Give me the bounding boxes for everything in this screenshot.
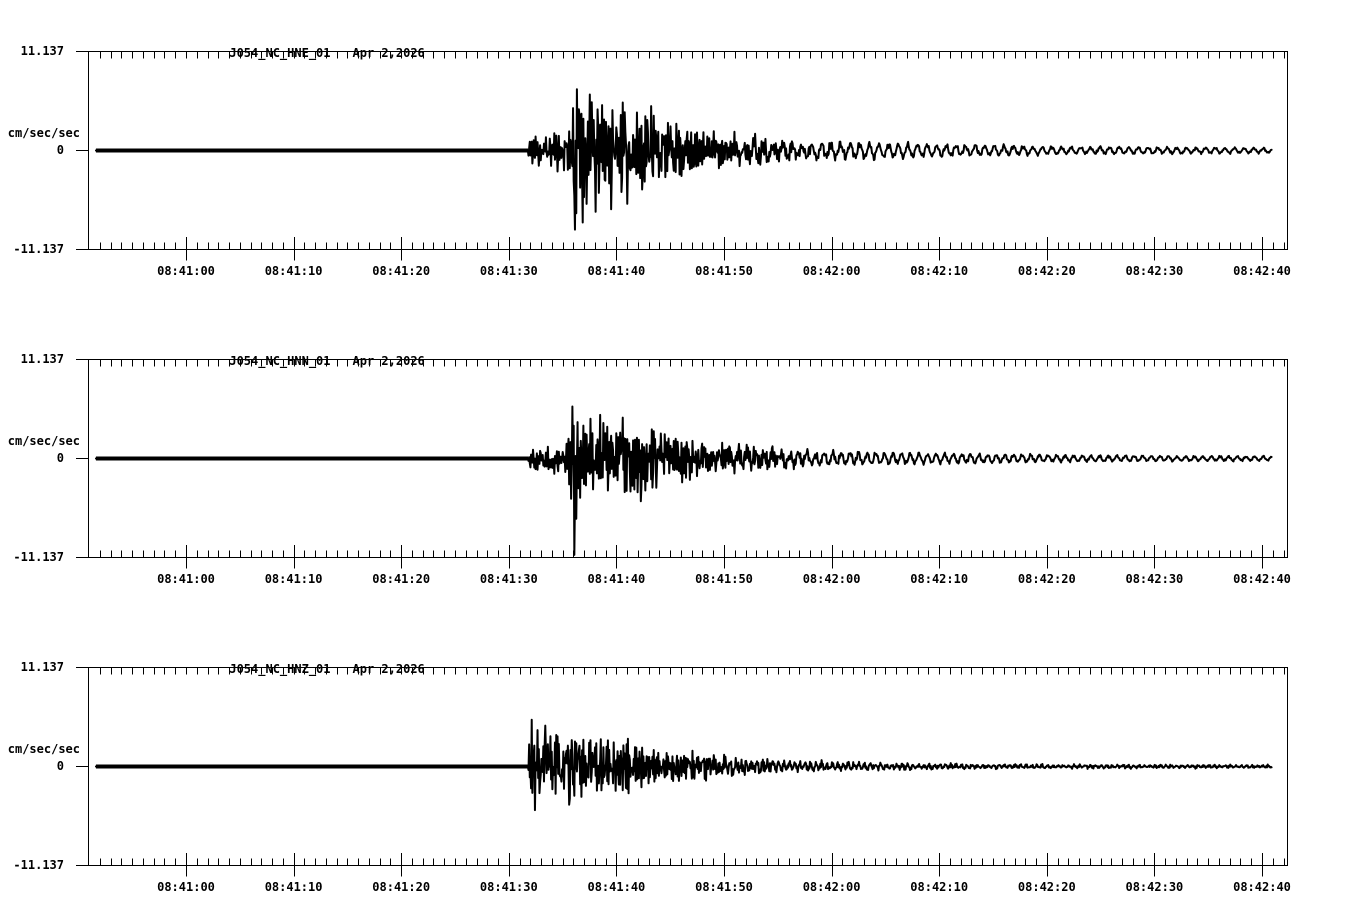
trace-title: J054_NC_HNZ_01 Apr 2,2026 (186, 647, 424, 676)
x-axis-labels: 08:41:00 08:41:10 08:41:20 08:41:30 08:41:40… (0, 880, 1358, 894)
x-tick-label: 08:42:00 (802, 264, 861, 278)
x-axis-labels: 08:41:00 08:41:10 08:41:20 08:41:30 08:41:40… (0, 264, 1358, 278)
trace-title: J054_NC_HNE_01 Apr 2,2026 (186, 31, 424, 60)
seismogram-trace (94, 405, 1273, 556)
x-tick-label: 08:41:30 (479, 572, 538, 586)
y-axis-max-label: 11.137 (20, 44, 64, 58)
x-tick-label: 08:41:30 (479, 880, 538, 894)
y-axis-min-label: -11.137 (13, 550, 64, 564)
x-tick-label: 08:42:40 (1233, 264, 1291, 278)
seismogram-panel-hne: J054_NC_HNE_01 Apr 2,2026 11.137 cm/sec/s… (0, 25, 1358, 308)
x-tick-label: 08:41:10 (264, 572, 323, 586)
y-axis-units-label: cm/sec/sec (7, 434, 80, 448)
x-tick-label: 08:42:40 (1233, 572, 1291, 586)
x-tick-label: 08:42:10 (910, 264, 969, 278)
x-tick-label: 08:42:20 (1017, 264, 1076, 278)
x-tick-label: 08:41:20 (372, 880, 431, 894)
y-axis-zero-label: 0 (56, 759, 64, 773)
x-tick-label: 08:42:00 (802, 572, 861, 586)
x-tick-label: 08:41:10 (264, 264, 323, 278)
trace-plot (76, 359, 1288, 569)
x-tick-label: 08:42:30 (1125, 880, 1184, 894)
y-axis-min-label: -11.137 (13, 858, 64, 872)
trace-date: Apr 2,2026 (352, 662, 425, 676)
x-tick-label: 08:41:20 (372, 264, 431, 278)
x-tick-label: 08:42:30 (1125, 264, 1184, 278)
trace-station-id: J054_NC_HNE_01 (229, 46, 331, 60)
x-tick-label: 08:41:40 (587, 572, 646, 586)
x-tick-label: 08:42:10 (910, 880, 969, 894)
x-tick-label: 08:42:00 (802, 880, 861, 894)
x-tick-label: 08:41:50 (695, 880, 753, 894)
x-tick-label: 08:41:20 (372, 572, 431, 586)
x-tick-label: 08:41:00 (157, 264, 215, 278)
trace-plot (76, 51, 1288, 261)
x-tick-label: 08:41:00 (157, 572, 215, 586)
x-tick-label: 08:41:40 (587, 880, 646, 894)
x-tick-label: 08:41:00 (157, 880, 215, 894)
y-axis-max-label: 11.137 (20, 352, 64, 366)
x-tick-label: 08:41:50 (695, 264, 753, 278)
x-tick-label: 08:42:20 (1017, 880, 1076, 894)
x-tick-label: 08:42:30 (1125, 572, 1184, 586)
x-tick-label: 08:41:50 (695, 572, 753, 586)
seismogram-panel-hnz: J054_NC_HNZ_01 Apr 2,2026 11.137 cm/sec/s… (0, 641, 1358, 924)
y-axis-min-label: -11.137 (13, 242, 64, 256)
x-axis-labels: 08:41:00 08:41:10 08:41:20 08:41:30 08:41:40… (0, 572, 1358, 586)
y-axis-units-label: cm/sec/sec (7, 742, 80, 756)
y-axis-zero-label: 0 (56, 451, 64, 465)
trace-station-id: J054_NC_HNN_01 (229, 354, 331, 368)
seismogram-trace (94, 718, 1273, 812)
x-tick-label: 08:41:10 (264, 880, 323, 894)
trace-title: J054_NC_HNN_01 Apr 2,2026 (186, 339, 424, 368)
y-axis-max-label: 11.137 (20, 660, 64, 674)
x-tick-label: 08:41:30 (479, 264, 538, 278)
x-tick-label: 08:41:40 (587, 264, 646, 278)
x-tick-label: 08:42:20 (1017, 572, 1076, 586)
seismogram-panel-hnn: J054_NC_HNN_01 Apr 2,2026 11.137 cm/sec/s… (0, 333, 1358, 616)
trace-date: Apr 2,2026 (352, 354, 425, 368)
trace-date: Apr 2,2026 (352, 46, 425, 60)
x-tick-label: 08:42:40 (1233, 880, 1291, 894)
y-axis-zero-label: 0 (56, 143, 64, 157)
x-tick-label: 08:42:10 (910, 572, 969, 586)
trace-plot (76, 667, 1288, 877)
y-axis-units-label: cm/sec/sec (7, 126, 80, 140)
seismogram-trace (94, 88, 1273, 231)
trace-station-id: J054_NC_HNZ_01 (229, 662, 331, 676)
